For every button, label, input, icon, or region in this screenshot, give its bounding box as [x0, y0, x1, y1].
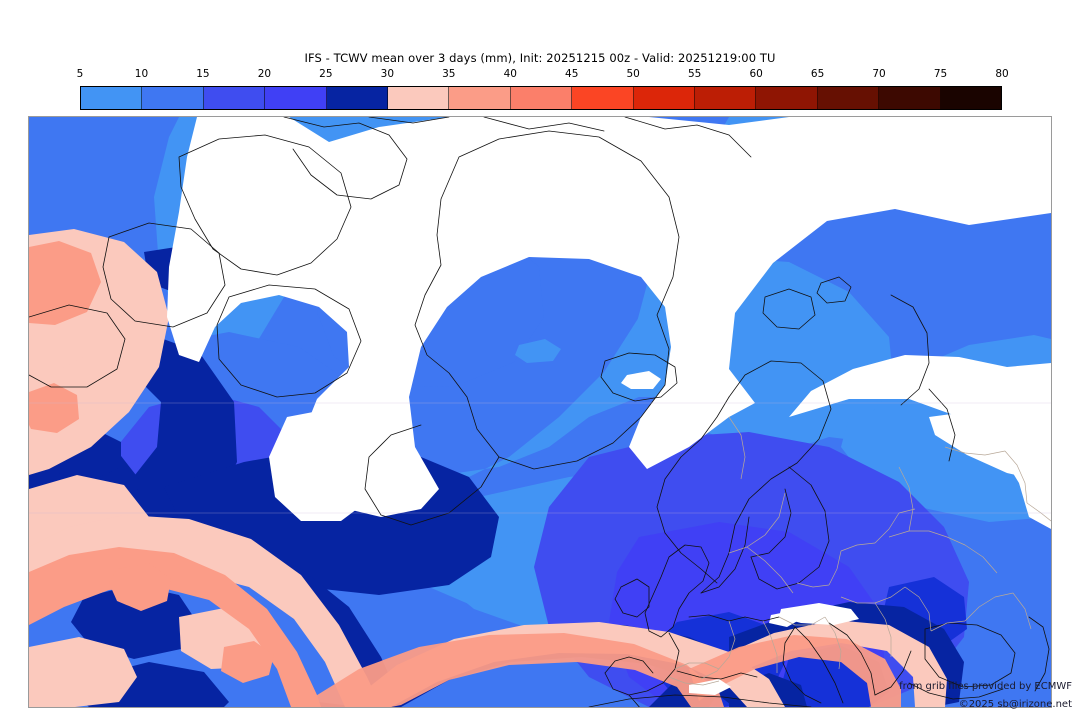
colorbar-swatch-5-10: [81, 87, 143, 109]
colorbar-tick-40: 40: [503, 68, 517, 80]
colorbar-tick-65: 65: [810, 68, 825, 80]
colorbar-swatch-35-40: [449, 87, 511, 109]
colorbar-tick-45: 45: [565, 68, 579, 80]
tcwv-field-map: [29, 117, 1051, 707]
colorbar-tick-60: 60: [749, 68, 763, 80]
colorbar-tick-50: 50: [626, 68, 640, 80]
colorbar-tick-labels: 5 10 15 20 25 30 35 40 45 50 55 60 65 70 75 80: [76, 68, 1009, 82]
colorbar-swatch-15-20: [203, 87, 266, 109]
colorbar-swatch-65-70: [817, 87, 880, 109]
credit-copyright: ©2025 sb@irizone.net: [958, 699, 1072, 710]
colorbar-tick-75: 75: [933, 68, 948, 80]
colorbar-swatch-25-30: [326, 87, 389, 109]
colorbar-tick-25: 25: [319, 68, 333, 80]
credit-source: from grib files provided by ECMWF: [899, 681, 1072, 692]
map-canvas[interactable]: [28, 116, 1052, 708]
colorbar-tick-5: 5: [76, 68, 84, 80]
colorbar-swatch-30-35: [388, 87, 450, 109]
colorbar-tick-15: 15: [196, 68, 210, 80]
colorbar-swatches: [80, 86, 1002, 110]
colorbar-tick-30: 30: [380, 68, 395, 80]
colorbar-tick-20: 20: [257, 68, 272, 80]
colorbar-swatch-55-60: [695, 87, 757, 109]
colorbar-swatch-40-45: [510, 87, 573, 109]
colorbar-tick-35: 35: [442, 68, 456, 80]
colorbar: 5 10 15 20 25 30 35 40 45 50 55 60 65 70 75 80: [77, 68, 1009, 110]
colorbar-swatch-70-75: [879, 87, 941, 109]
colorbar-swatch-75-80: [940, 87, 1002, 109]
colorbar-tick-55: 55: [687, 68, 702, 80]
colorbar-tick-80: 80: [995, 68, 1009, 80]
colorbar-tick-10: 10: [134, 68, 149, 80]
colorbar-swatch-45-50: [572, 87, 634, 109]
colorbar-tick-70: 70: [872, 68, 886, 80]
page-title: IFS - TCWV mean over 3 days (mm), Init: …: [304, 51, 776, 65]
colorbar-swatch-60-65: [756, 87, 818, 109]
colorbar-swatch-10-15: [142, 87, 204, 109]
colorbar-swatch-20-25: [265, 87, 327, 109]
colorbar-swatch-50-55: [633, 87, 696, 109]
